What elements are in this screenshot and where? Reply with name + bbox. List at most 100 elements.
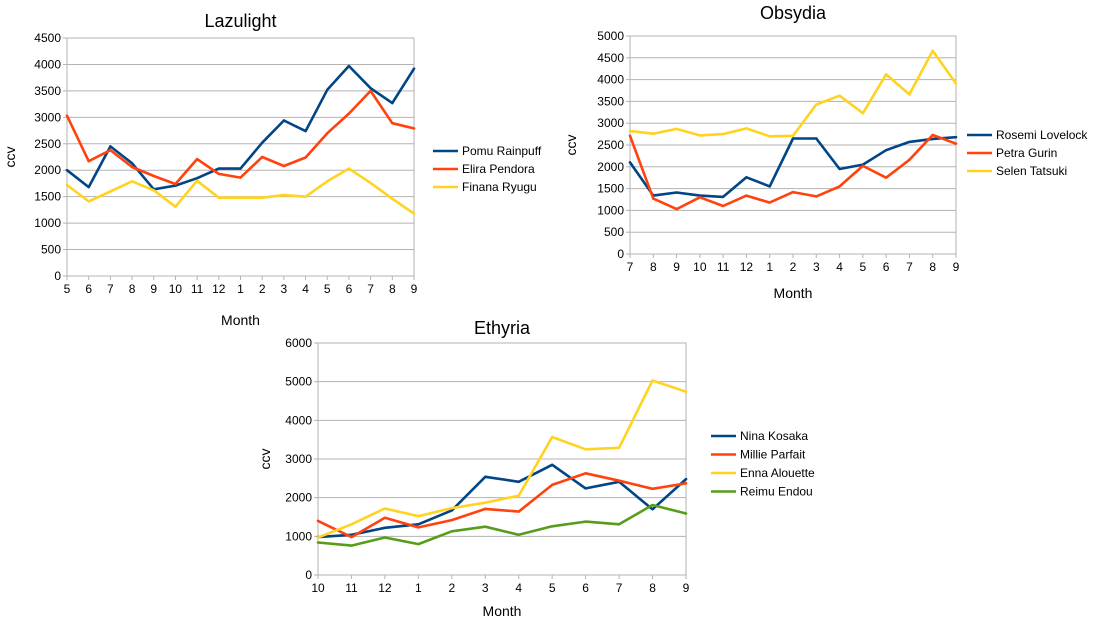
lazulight-data-point-pomu-rainpuff xyxy=(130,162,134,165)
lazulight-x-tick-label: 3 xyxy=(281,282,288,296)
obsydia-data-point-rosemi-lovelock xyxy=(908,140,911,144)
lazulight-data-point-pomu-rainpuff xyxy=(282,119,286,122)
obsydia-x-tick-label: 12 xyxy=(740,260,754,274)
ethyria-series-line-millie-parfait xyxy=(316,471,688,539)
obsydia-y-tick-label: 3000 xyxy=(597,116,624,130)
obsydia-y-tick-label: 0 xyxy=(617,247,624,261)
ethyria-data-point-millie-parfait xyxy=(484,507,487,511)
lazulight-data-point-finana-ryugu xyxy=(174,205,177,208)
ethyria-data-point-millie-parfait xyxy=(450,518,454,522)
lazulight-y-tick-label: 2000 xyxy=(34,163,61,177)
lazulight-x-tick-label: 1 xyxy=(237,282,244,296)
lazulight-x-tick-label: 5 xyxy=(324,282,331,296)
obsydia-y-tick-label: 2500 xyxy=(597,138,624,152)
obsydia-x-tick-label: 8 xyxy=(650,260,657,274)
ethyria-data-point-nina-kosaka xyxy=(584,487,587,490)
lazulight-data-point-pomu-rainpuff xyxy=(217,167,221,170)
ethyria-data-point-enna-alouette xyxy=(350,523,353,526)
lazulight-data-point-pomu-rainpuff xyxy=(347,64,351,68)
lazulight-data-point-finana-ryugu xyxy=(130,180,134,183)
lazulight-x-tick-label: 6 xyxy=(85,282,92,296)
obsydia-data-point-rosemi-lovelock xyxy=(791,137,795,140)
lazulight-data-point-elira-pendora xyxy=(239,176,242,179)
obsydia-x-tick-label: 7 xyxy=(627,260,634,274)
lazulight-y-tick-label: 2500 xyxy=(34,137,61,151)
obsydia-data-point-rosemi-lovelock xyxy=(815,137,818,140)
obsydia-x-tick-label: 9 xyxy=(953,260,960,274)
ethyria-data-point-enna-alouette xyxy=(316,536,320,539)
lazulight-y-tick-label: 1500 xyxy=(34,190,61,204)
lazulight-x-axis-title: Month xyxy=(221,312,260,328)
obsydia-data-point-petra-gurin xyxy=(861,164,865,168)
obsydia-data-point-selen-tatsuki xyxy=(675,127,678,131)
lazulight-data-point-finana-ryugu xyxy=(347,167,351,170)
ethyria-data-point-reimu-endou xyxy=(450,530,454,533)
lazulight-data-point-elira-pendora xyxy=(304,156,307,159)
lazulight-data-point-elira-pendora xyxy=(391,121,394,125)
obsydia-y-tick-label: 5000 xyxy=(597,29,624,43)
lazulight-data-point-pomu-rainpuff xyxy=(369,87,372,90)
lazulight-legend-label: Finana Ryugu xyxy=(462,180,537,194)
lazulight-data-point-elira-pendora xyxy=(152,174,155,178)
ethyria-data-point-nina-kosaka xyxy=(550,463,554,466)
obsydia-data-point-rosemi-lovelock xyxy=(954,135,958,139)
obsydia-data-point-rosemi-lovelock xyxy=(838,167,841,171)
lazulight-chart-title: Lazulight xyxy=(204,11,276,31)
ethyria-data-point-enna-alouette xyxy=(684,390,688,393)
obsydia-y-tick-label: 1500 xyxy=(597,182,624,196)
lazulight-data-point-pomu-rainpuff xyxy=(304,129,307,133)
obsydia-data-point-petra-gurin xyxy=(954,142,958,145)
obsydia-data-point-petra-gurin xyxy=(675,207,678,211)
ethyria-data-point-enna-alouette xyxy=(550,435,554,439)
lazulight-x-tick-label: 8 xyxy=(129,282,136,296)
obsydia-data-point-petra-gurin xyxy=(698,196,702,199)
ethyria-data-point-reimu-endou xyxy=(517,533,520,536)
lazulight-data-point-finana-ryugu xyxy=(369,181,372,185)
ethyria-data-point-enna-alouette xyxy=(450,506,454,510)
lazulight-data-point-elira-pendora xyxy=(217,172,221,176)
lazulight-data-point-elira-pendora xyxy=(65,114,69,117)
lazulight-data-point-finana-ryugu xyxy=(65,183,69,187)
lazulight-x-tick-label: 10 xyxy=(169,282,183,296)
lazulight-y-tick-label: 1000 xyxy=(34,216,61,230)
lazulight-x-tick-label: 7 xyxy=(107,282,114,296)
obsydia-data-point-petra-gurin xyxy=(884,176,888,179)
obsydia-y-tick-label: 2000 xyxy=(597,160,624,174)
obsydia-legend-label: Rosemi Lovelock xyxy=(996,128,1088,142)
ethyria-data-point-millie-parfait xyxy=(617,479,621,482)
lazulight-data-point-elira-pendora xyxy=(109,148,112,152)
lazulight-x-tick-label: 9 xyxy=(150,282,157,296)
ethyria-data-point-reimu-endou xyxy=(684,512,688,515)
lazulight-series-line-pomu-rainpuff xyxy=(65,64,416,191)
lazulight-data-point-pomu-rainpuff xyxy=(195,176,199,180)
lazulight-data-point-elira-pendora xyxy=(195,157,199,161)
ethyria-x-tick-label: 9 xyxy=(683,581,690,595)
ethyria-data-point-millie-parfait xyxy=(383,516,387,519)
lazulight-data-point-finana-ryugu xyxy=(304,195,307,198)
ethyria-data-point-reimu-endou xyxy=(484,525,487,528)
obsydia-data-point-rosemi-lovelock xyxy=(675,191,678,194)
ethyria-data-point-reimu-endou xyxy=(584,520,587,523)
ethyria-data-point-reimu-endou xyxy=(383,536,387,539)
ethyria-y-tick-label: 1000 xyxy=(285,529,312,543)
ethyria-data-point-millie-parfait xyxy=(517,510,520,513)
obsydia-x-tick-label: 4 xyxy=(836,260,843,274)
ethyria-y-tick-label: 4000 xyxy=(285,413,312,427)
lazulight-data-point-pomu-rainpuff xyxy=(87,185,90,189)
lazulight-data-point-finana-ryugu xyxy=(239,196,242,199)
ethyria-data-point-nina-kosaka xyxy=(517,480,520,484)
obsydia-x-tick-label: 3 xyxy=(813,260,820,274)
ethyria-data-point-reimu-endou xyxy=(550,525,554,528)
obsydia-data-point-rosemi-lovelock xyxy=(768,185,771,188)
obsydia-legend-label: Petra Gurin xyxy=(996,146,1057,160)
lazulight-data-point-finana-ryugu xyxy=(282,193,286,197)
obsydia-data-point-petra-gurin xyxy=(652,197,655,200)
obsydia-data-point-rosemi-lovelock xyxy=(721,195,725,199)
lazulight-data-point-elira-pendora xyxy=(174,182,177,186)
ethyria-series-line-nina-kosaka xyxy=(316,463,688,539)
lazulight-data-point-elira-pendora xyxy=(130,165,134,169)
ethyria-x-tick-label: 12 xyxy=(378,581,392,595)
lazulight-data-point-pomu-rainpuff xyxy=(412,67,416,70)
